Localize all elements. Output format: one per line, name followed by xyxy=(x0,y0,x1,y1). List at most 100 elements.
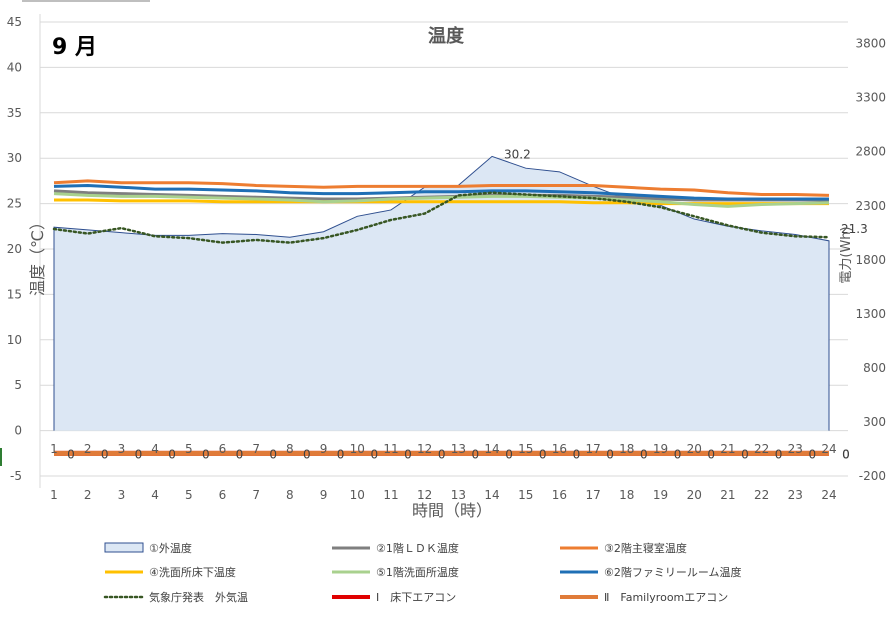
series-line xyxy=(53,183,829,201)
inner-x-label: 20 xyxy=(687,442,702,456)
left-tick-label: 0 xyxy=(14,424,22,438)
power-value-label: 0 xyxy=(202,447,210,461)
inner-x-label: 7 xyxy=(252,442,260,456)
x-tick-label: 21 xyxy=(720,488,735,502)
inner-x-label: 10 xyxy=(350,442,365,456)
inner-x-label: 4 xyxy=(151,442,159,456)
inner-x-label: 6 xyxy=(219,442,227,456)
legend: ①外温度 ②1階ＬＤＫ温度 ③2階主寝室温度 ④洗面所床下温度 ⑤1階洗面所温度 ⑥2階フ… xyxy=(103,541,742,604)
peak-label: 30.2 xyxy=(504,147,531,161)
right-axis-title: 電力(Wh) xyxy=(839,226,854,283)
right-tick-label: 1300 xyxy=(855,307,886,321)
power-value-label: 0 xyxy=(674,447,682,461)
inner-x-label: 23 xyxy=(788,442,803,456)
legend-label: ①外温度 xyxy=(149,541,192,555)
inner-x-label: 5 xyxy=(185,442,193,456)
x-tick-label: 16 xyxy=(552,488,567,502)
left-axis-ticks: -5 0 5 10 15 20 25 30 35 40 45 xyxy=(7,15,22,483)
month-label: 9 月 xyxy=(52,35,97,60)
legend-label: ⑥2階ファミリールーム温度 xyxy=(604,565,742,579)
legend-label: ③2階主寝室温度 xyxy=(604,541,687,555)
x-tick-label: 7 xyxy=(252,488,260,502)
legend-swatch xyxy=(104,542,144,553)
legend-label: ⑤1階洗面所温度 xyxy=(376,565,459,579)
right-tick-label: 2800 xyxy=(855,145,886,159)
left-tick-label: 25 xyxy=(7,197,22,211)
x-tick-label: 12 xyxy=(417,488,432,502)
inner-x-label: 9 xyxy=(320,442,328,456)
inner-x-label: 1 xyxy=(50,442,58,456)
x-tick-label: 3 xyxy=(118,488,126,502)
right-tick-label: 3300 xyxy=(855,91,886,105)
series-line xyxy=(53,192,830,208)
power-value-label: 0 xyxy=(337,447,345,461)
power-value-label: 0 xyxy=(707,447,715,461)
x-tick-label: 4 xyxy=(151,488,159,502)
x-tick-label: 24 xyxy=(821,488,836,502)
power-value-label: 0 xyxy=(472,447,480,461)
x-tick-label: 8 xyxy=(286,488,294,502)
x-tick-label: 5 xyxy=(185,488,193,502)
inner-x-labels: 1 2 3 4 5 6 7 8 9 10 11 12 13 14 15 16 17 18 19 20 21 22 23 24 xyxy=(50,442,836,456)
right-tick-label: -200 xyxy=(859,469,886,483)
inner-x-label: 22 xyxy=(754,442,769,456)
x-tick-label: 11 xyxy=(383,488,398,502)
power-value-label: 0 xyxy=(775,447,783,461)
inner-x-label: 16 xyxy=(552,442,567,456)
power-value-label: 0 xyxy=(741,447,749,461)
power-value-label: 0 xyxy=(303,447,311,461)
inner-x-label: 19 xyxy=(653,442,668,456)
inner-x-label: 2 xyxy=(84,442,92,456)
right-tick-label: 800 xyxy=(863,361,886,375)
inner-x-label: 17 xyxy=(585,442,600,456)
inner-x-label: 13 xyxy=(451,442,466,456)
inner-x-label: 24 xyxy=(821,442,836,456)
x-tick-label: 19 xyxy=(653,488,668,502)
area-fill-outside-temp xyxy=(54,156,829,431)
power-value-label: 0 xyxy=(236,447,244,461)
power-value-label: 0 xyxy=(438,447,446,461)
series-dotted-jma xyxy=(52,191,831,244)
x-tick-label: 18 xyxy=(619,488,634,502)
left-tick-label: 30 xyxy=(7,151,22,165)
inner-x-label: 12 xyxy=(417,442,432,456)
inner-x-label: 15 xyxy=(518,442,533,456)
last-label: 21.3 xyxy=(841,222,868,236)
legend-label: ④洗面所床下温度 xyxy=(149,565,236,579)
x-tick-label: 9 xyxy=(320,488,328,502)
power-value-label: 0 xyxy=(808,447,816,461)
x-tick-label: 14 xyxy=(484,488,499,502)
power-value-label: 0 xyxy=(101,447,109,461)
right-tick-label: 300 xyxy=(863,415,886,429)
x-tick-label: 22 xyxy=(754,488,769,502)
inner-x-label: 3 xyxy=(118,442,126,456)
left-tick-label: 15 xyxy=(7,287,22,301)
legend-label: 気象庁発表 外気温 xyxy=(149,590,248,604)
power-value-label: 0 xyxy=(404,447,412,461)
power-value-label: 0 xyxy=(135,447,143,461)
left-tick-label: 20 xyxy=(7,242,22,256)
left-tick-label: 5 xyxy=(14,378,22,392)
right-axis-ticks: -200 300 800 1300 1800 2300 2800 3300 3800 xyxy=(855,37,886,483)
power-value-label: 0 xyxy=(67,447,75,461)
left-edge-marker xyxy=(0,448,2,466)
left-tick-label: 35 xyxy=(7,106,22,120)
x-tick-label: 15 xyxy=(518,488,533,502)
x-tick-label: 23 xyxy=(788,488,803,502)
right-tick-label: 1800 xyxy=(855,253,886,267)
right-tick-label: 2300 xyxy=(855,199,886,213)
x-tick-label: 17 xyxy=(585,488,600,502)
left-tick-label: 45 xyxy=(7,15,22,29)
right-tick-label: 3800 xyxy=(855,37,886,51)
power-value-label: 0 xyxy=(842,447,850,461)
x-tick-label: 13 xyxy=(451,488,466,502)
inner-x-label: 11 xyxy=(383,442,398,456)
left-axis-title: 温度（℃） xyxy=(28,214,47,296)
legend-label: Ⅱ Familyroomエアコン xyxy=(604,591,728,604)
x-axis-title: 時間（時） xyxy=(412,501,492,520)
left-tick-label: 10 xyxy=(7,333,22,347)
power-value-label: 0 xyxy=(168,447,176,461)
power-value-label: 0 xyxy=(269,447,277,461)
power-value-label: 0 xyxy=(539,447,547,461)
